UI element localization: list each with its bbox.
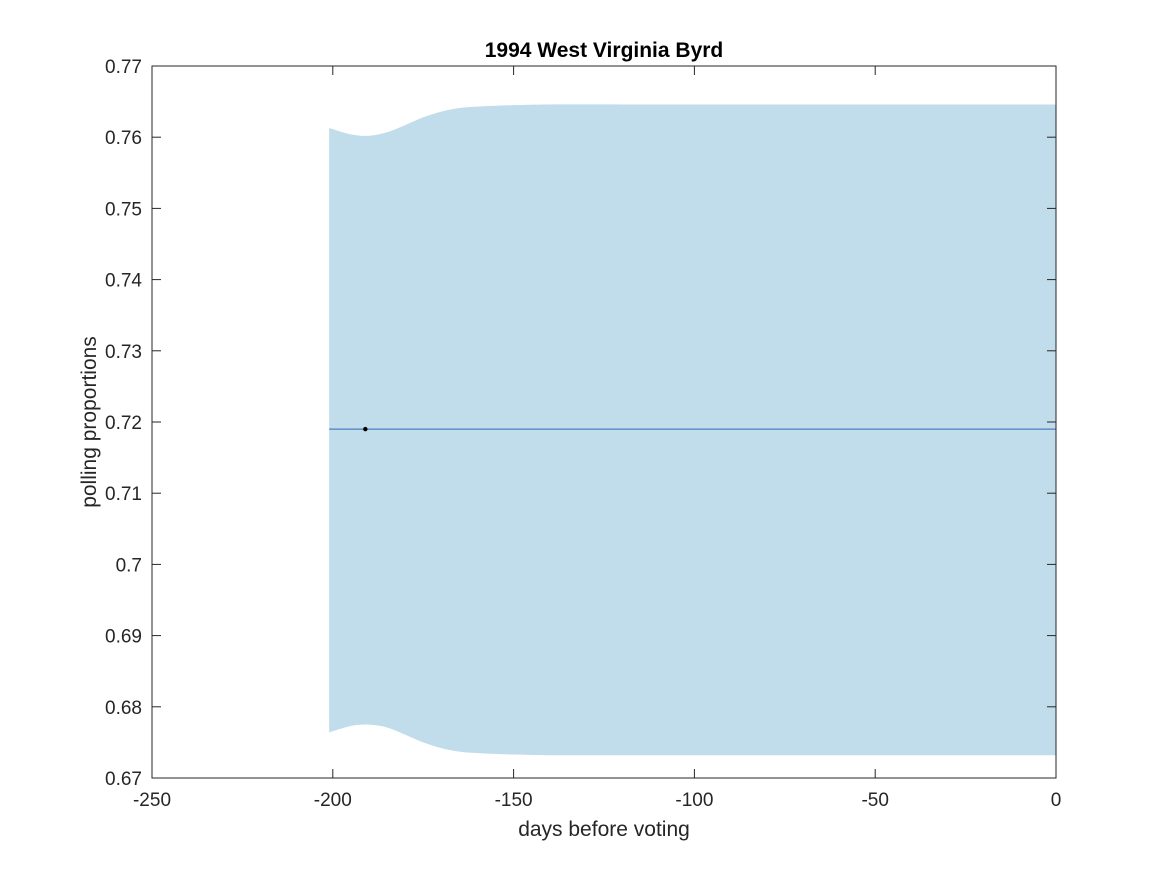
y-tick-label: 0.7 (116, 555, 142, 576)
chart-title: 1994 West Virginia Byrd (485, 39, 724, 62)
x-axis-label: days before voting (518, 818, 690, 841)
poll-point (363, 426, 368, 432)
x-tick-label: -100 (675, 790, 713, 811)
x-tick-label: -50 (861, 790, 888, 811)
x-tick-label: -200 (314, 790, 352, 811)
x-tick-label: -150 (495, 790, 533, 811)
y-tick-label: 0.75 (105, 199, 142, 220)
y-tick-label: 0.67 (105, 769, 142, 790)
y-tick-label: 0.72 (105, 413, 142, 434)
y-tick-label: 0.69 (105, 627, 142, 648)
y-axis-label: polling proportions (78, 336, 101, 508)
x-tick-label: 0 (1051, 790, 1062, 811)
y-tick-label: 0.74 (105, 271, 142, 292)
y-tick-label: 0.71 (105, 484, 142, 505)
y-tick-label: 0.68 (105, 698, 142, 719)
confidence-band (329, 104, 1056, 756)
plot-area (329, 104, 1056, 756)
y-tick-label: 0.76 (105, 128, 142, 149)
y-tick-label: 0.73 (105, 342, 142, 363)
y-tick-label: 0.77 (105, 57, 142, 78)
x-tick-label: -250 (133, 790, 171, 811)
axes: -250 -200 -150 -100 -50 0 0.67 0.68 0.69 0.7 0.71 0… (105, 57, 1061, 811)
